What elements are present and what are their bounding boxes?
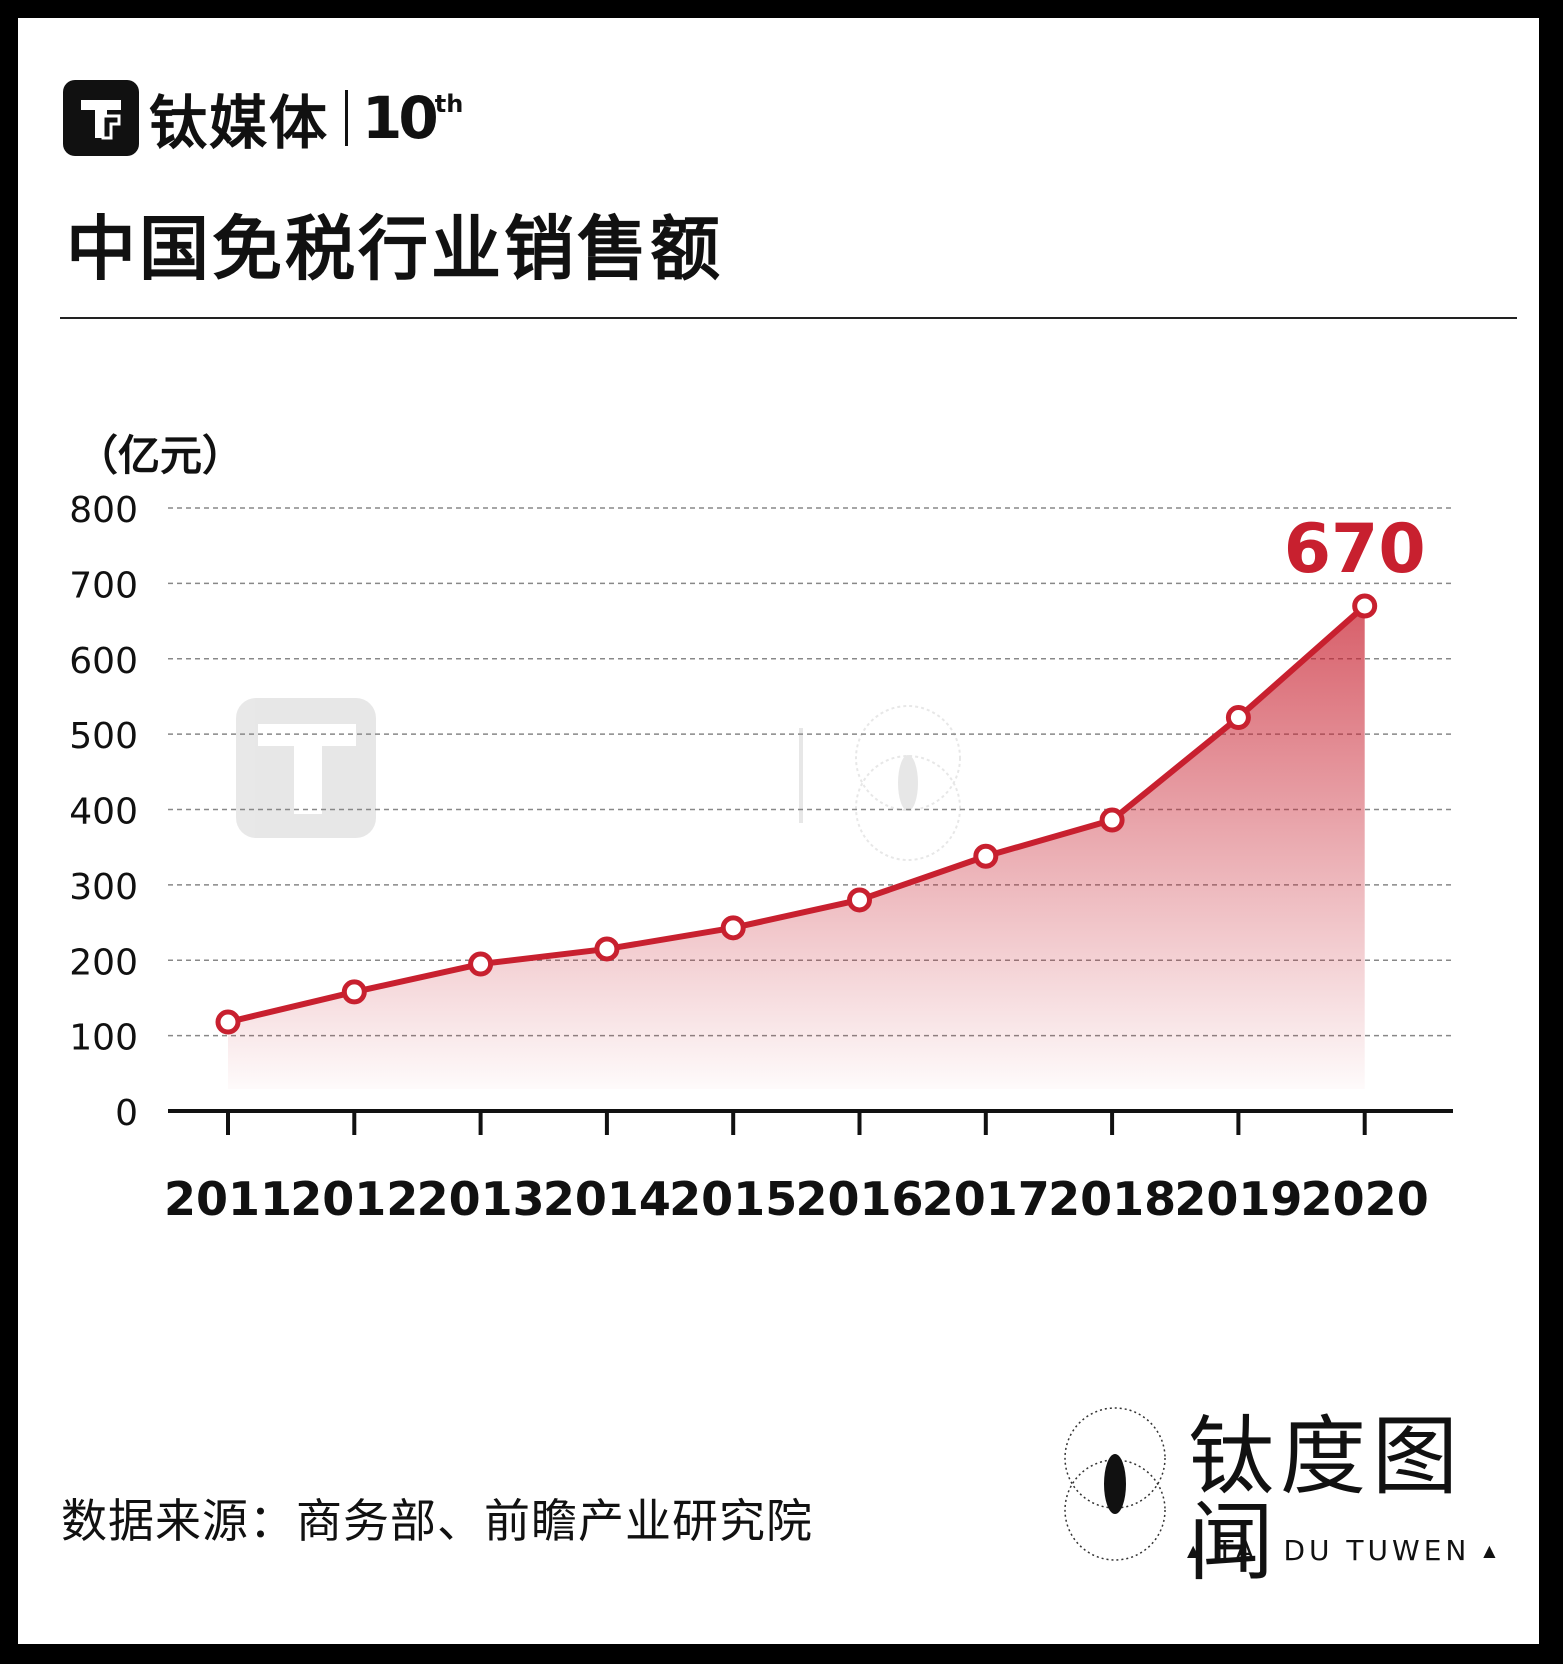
y-tick-label: 0 [115,1093,138,1134]
brand-divider [345,90,349,146]
y-tick-label: 600 [69,641,138,682]
brand-anniversary: 10th [362,84,463,152]
watermark [236,698,961,861]
watermark-logo-icon [236,698,376,838]
triangle-icon: ▲ [1483,1541,1500,1560]
footer-logo-name: 钛度图闻 [1188,1407,1464,1593]
y-axis-unit-label: （亿元） [76,431,244,480]
data-point [341,979,367,1005]
x-tick-label: 2015 [669,1172,797,1226]
eye-logo-icon [1064,1407,1166,1561]
y-tick-label: 300 [69,867,138,908]
data-label-highlight: 670 [1284,510,1426,589]
x-tick-label: 2020 [1301,1172,1429,1226]
data-point [215,1009,241,1035]
y-tick-label: 200 [69,942,138,983]
y-tick-label: 800 [69,490,138,531]
x-tick-label: 2011 [164,1172,292,1226]
x-tick-label: 2013 [417,1172,545,1226]
title-divider [60,317,1517,319]
source-note: 数据来源：商务部、前瞻产业研究院 [61,1494,813,1548]
data-point [720,915,746,941]
data-point [468,951,494,977]
y-tick-label: 700 [69,565,138,606]
x-tick-label: 2014 [543,1172,671,1226]
x-tick-label: 2018 [1048,1172,1176,1226]
brand-name: 钛媒体 [149,89,330,157]
footer-logo: 钛度图闻 ▲ TAI DU TUWEN ▲ [1063,1406,1495,1586]
data-point [1099,807,1125,833]
data-point [973,843,999,869]
x-tick-label: 2019 [1174,1172,1302,1226]
footer-subtitle-text: TAI DU TUWEN [1216,1534,1471,1567]
anniversary-number: 10 [362,84,439,152]
page-title: 中国免税行业销售额 [66,208,723,290]
data-point [594,936,620,962]
infographic-card: 钛媒体 10th 中国免税行业销售额 0 100 200 300 400 500 600 70… [18,18,1539,1644]
data-point [1225,705,1251,731]
brand-logo-icon [63,80,139,156]
triangle-icon: ▲ [1187,1541,1204,1560]
footer-logo-subtitle: ▲ TAI DU TUWEN ▲ [1187,1534,1500,1567]
x-tick-label: 2012 [290,1172,418,1226]
area-fill [228,605,1365,1089]
x-tick-label: 2016 [795,1172,923,1226]
y-tick-label: 500 [69,716,138,757]
brand-header: 钛媒体 10th [63,78,463,158]
data-point [1352,593,1378,619]
y-tick-label: 100 [69,1018,138,1059]
anniversary-suffix: th [434,89,464,118]
data-point [847,887,872,913]
series-line [227,603,1367,1025]
x-tick-label: 2017 [922,1172,1050,1226]
y-tick-label: 400 [69,792,138,833]
